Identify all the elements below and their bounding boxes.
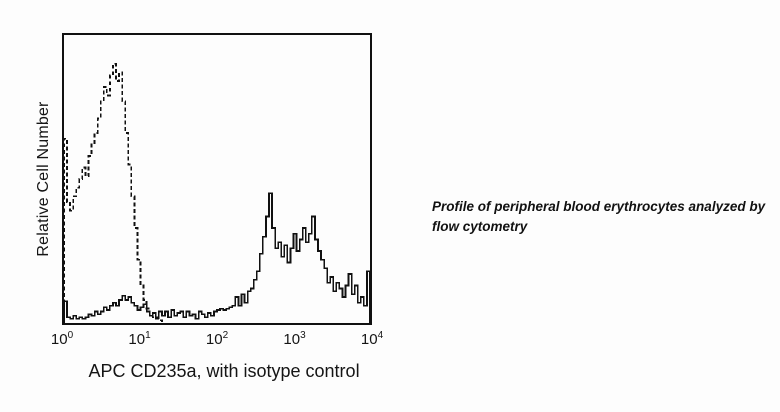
x-tick-label: 100 (50, 330, 74, 349)
histogram-plot (64, 62, 370, 323)
plot-area (62, 33, 372, 325)
x-tick-label: 103 (283, 330, 306, 349)
x-tick-label: 101 (128, 330, 151, 349)
stained-sample-series-line (64, 192, 370, 323)
x-axis-ticks: 100 101 102 103 104 (51, 330, 383, 353)
x-axis-label: APC CD235a, with isotype control (88, 361, 360, 381)
x-tick-label: 104 (360, 330, 384, 349)
y-axis-label: Relative Cell Number (35, 101, 52, 257)
figure-caption: Profile of peripheral blood erythrocytes… (432, 199, 766, 235)
isotype-control-series-line (64, 62, 163, 323)
x-tick-label: 102 (205, 330, 229, 349)
